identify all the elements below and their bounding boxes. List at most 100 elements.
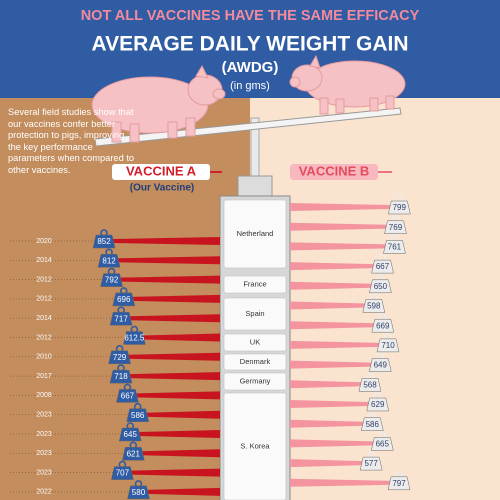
weight-label: 650 (374, 282, 388, 291)
bar-b (290, 439, 375, 448)
bar-b (290, 262, 375, 271)
bar-b (290, 400, 370, 408)
pig-left (91, 64, 226, 143)
unit: (in gms) (230, 80, 270, 92)
country-label: Germany (240, 376, 271, 385)
weight-label: 665 (376, 440, 390, 449)
year-label: 2014 (36, 257, 52, 264)
country-cell (223, 199, 287, 269)
bar-b (290, 301, 366, 310)
weight (123, 331, 146, 345)
weight (127, 485, 150, 500)
weight-label: 629 (371, 400, 385, 409)
weight-label: 621 (127, 449, 141, 458)
year-label: 2012 (36, 334, 52, 341)
bar-a (142, 333, 220, 342)
weight-label: 792 (105, 276, 119, 285)
bar-b (290, 281, 373, 290)
year-label: 2012 (36, 296, 52, 303)
bar-a (128, 372, 220, 381)
weight-label: 761 (388, 243, 402, 252)
bar-b (290, 321, 375, 330)
weight (111, 466, 134, 480)
bar-a (138, 430, 220, 438)
country-cell (223, 353, 287, 371)
weight (383, 240, 406, 254)
subtitle: (AWDG) (222, 59, 279, 76)
vaccine-a-note: (Our Vaccine) (130, 183, 194, 194)
weight-label: 612.5 (124, 334, 145, 343)
bar-a (141, 449, 220, 458)
weight (112, 292, 136, 307)
header-band (0, 0, 500, 98)
year-label: 2022 (36, 489, 52, 496)
weight-label: 696 (117, 295, 131, 304)
weight-label: 580 (132, 488, 146, 497)
year-label: 2010 (36, 354, 52, 361)
bar-a (145, 410, 220, 419)
bar-a (130, 468, 220, 477)
weight-label: 707 (116, 469, 130, 478)
weight (370, 437, 394, 451)
weight (369, 279, 392, 294)
bar-b (290, 203, 392, 211)
weight (108, 350, 131, 365)
title: AVERAGE DAILY WEIGHT GAIN (92, 33, 409, 56)
vaccine-b-name: VACCINE B (299, 163, 370, 178)
year-label: 2014 (36, 315, 52, 322)
weight (109, 369, 133, 384)
vaccine-b-tag (290, 164, 378, 180)
year-label: 2023 (36, 431, 52, 438)
weight-label: 577 (364, 459, 378, 468)
tagline: NOT ALL VACCINES HAVE THE SAME EFFICACY (81, 8, 420, 24)
country-cell (223, 333, 287, 352)
year-label: 2017 (36, 373, 52, 380)
weight (126, 408, 150, 422)
country-cell (223, 372, 287, 391)
weight (116, 389, 139, 403)
vaccine-a-tag (112, 164, 210, 180)
weight-label: 645 (124, 430, 138, 439)
weight-label: 710 (381, 341, 395, 350)
weight (360, 417, 384, 431)
year-label: 2023 (36, 412, 52, 419)
country-label: Denmark (240, 357, 271, 366)
bar-a (119, 275, 220, 284)
weight (118, 427, 142, 442)
weight-label: 729 (113, 353, 127, 362)
weight (384, 220, 407, 234)
pig-right (289, 54, 406, 115)
bar-b (290, 360, 373, 369)
bar-a (112, 237, 220, 245)
weight-label: 669 (376, 321, 390, 330)
bar-b (290, 222, 388, 231)
country-label: UK (250, 337, 260, 346)
bar-a (135, 391, 220, 400)
weight-label: 717 (114, 314, 128, 323)
country-label: S. Korea (240, 441, 270, 450)
bar-a (117, 256, 220, 265)
country-label: Netherland (237, 229, 274, 238)
weight-label: 568 (363, 380, 377, 389)
weight (358, 378, 382, 392)
vaccine-a-name: VACCINE A (126, 163, 197, 178)
weight-label: 649 (374, 361, 388, 370)
weight (121, 447, 145, 461)
weight (100, 273, 123, 287)
weight (359, 456, 383, 471)
country-cell (223, 275, 287, 294)
weight-label: 586 (131, 411, 145, 420)
weight (366, 397, 390, 412)
country-cell (223, 297, 287, 331)
year-label: 2008 (36, 392, 52, 399)
bar-b (290, 340, 380, 349)
weight (368, 358, 392, 372)
bar-a (146, 487, 220, 496)
weight-label: 598 (367, 302, 381, 311)
bar-a (129, 314, 220, 323)
country-label: France (243, 279, 266, 288)
description: Several field studies show that our vacc… (8, 107, 135, 175)
weight-label: 852 (97, 237, 111, 246)
weight (371, 318, 395, 333)
